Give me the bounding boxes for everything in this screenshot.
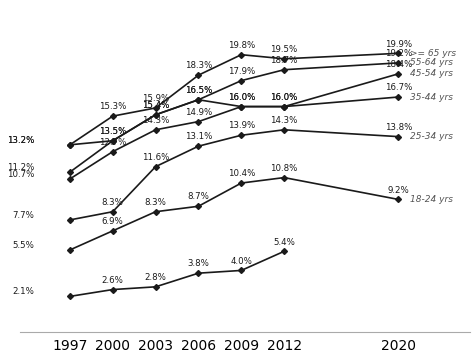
Text: 16.0%: 16.0% (228, 93, 255, 102)
Text: 19.8%: 19.8% (228, 41, 255, 50)
Text: 15.4%: 15.4% (142, 101, 169, 110)
Text: 19.9%: 19.9% (385, 40, 412, 49)
Text: 13.1%: 13.1% (185, 132, 212, 141)
Text: 16.7%: 16.7% (385, 83, 412, 92)
Text: 55-64 yrs: 55-64 yrs (410, 59, 453, 67)
Text: 7.7%: 7.7% (12, 211, 34, 220)
Text: 13.2%: 13.2% (7, 136, 34, 145)
Text: 16.0%: 16.0% (271, 93, 298, 102)
Text: 8.7%: 8.7% (188, 192, 210, 201)
Text: 18.3%: 18.3% (185, 61, 212, 70)
Text: 45-54 yrs: 45-54 yrs (410, 69, 453, 78)
Text: 35-44 yrs: 35-44 yrs (410, 92, 453, 101)
Text: 18.7%: 18.7% (271, 56, 298, 65)
Text: 14.3%: 14.3% (142, 116, 169, 125)
Text: >= 65 yrs: >= 65 yrs (410, 49, 456, 58)
Text: 5.4%: 5.4% (273, 237, 295, 247)
Text: 13.5%: 13.5% (99, 127, 127, 136)
Text: 17.9%: 17.9% (228, 67, 255, 76)
Text: 18.4%: 18.4% (385, 60, 412, 69)
Text: 15.9%: 15.9% (142, 94, 169, 103)
Text: 14.3%: 14.3% (271, 116, 298, 125)
Text: 16.5%: 16.5% (185, 86, 212, 95)
Text: 9.2%: 9.2% (388, 186, 409, 195)
Text: 13.9%: 13.9% (228, 121, 255, 130)
Text: 2.6%: 2.6% (102, 276, 124, 285)
Text: 12.7%: 12.7% (99, 138, 127, 147)
Text: 3.8%: 3.8% (188, 260, 210, 268)
Text: 18-24 yrs: 18-24 yrs (410, 195, 453, 204)
Text: 16.0%: 16.0% (271, 93, 298, 102)
Text: 13.8%: 13.8% (385, 123, 412, 132)
Text: 10.8%: 10.8% (271, 164, 298, 173)
Text: 16.5%: 16.5% (185, 86, 212, 95)
Text: 8.3%: 8.3% (145, 198, 166, 207)
Text: 2.8%: 2.8% (145, 273, 166, 282)
Text: 14.9%: 14.9% (185, 108, 212, 117)
Text: 13.2%: 13.2% (7, 136, 34, 145)
Text: 10.4%: 10.4% (228, 169, 255, 178)
Text: 25-34 yrs: 25-34 yrs (410, 132, 453, 141)
Text: 19.5%: 19.5% (271, 45, 298, 54)
Text: 11.2%: 11.2% (7, 163, 34, 172)
Text: 15.4%: 15.4% (142, 101, 169, 110)
Text: 5.5%: 5.5% (12, 241, 34, 250)
Text: 19.2%: 19.2% (385, 49, 412, 58)
Text: 2.1%: 2.1% (12, 287, 34, 296)
Text: 6.9%: 6.9% (102, 217, 124, 226)
Text: 8.3%: 8.3% (102, 198, 124, 207)
Text: 15.3%: 15.3% (99, 102, 127, 111)
Text: 16.0%: 16.0% (228, 93, 255, 102)
Text: 11.6%: 11.6% (142, 153, 169, 162)
Text: 10.7%: 10.7% (7, 170, 34, 179)
Text: 13.5%: 13.5% (99, 127, 127, 136)
Text: 4.0%: 4.0% (230, 257, 252, 266)
